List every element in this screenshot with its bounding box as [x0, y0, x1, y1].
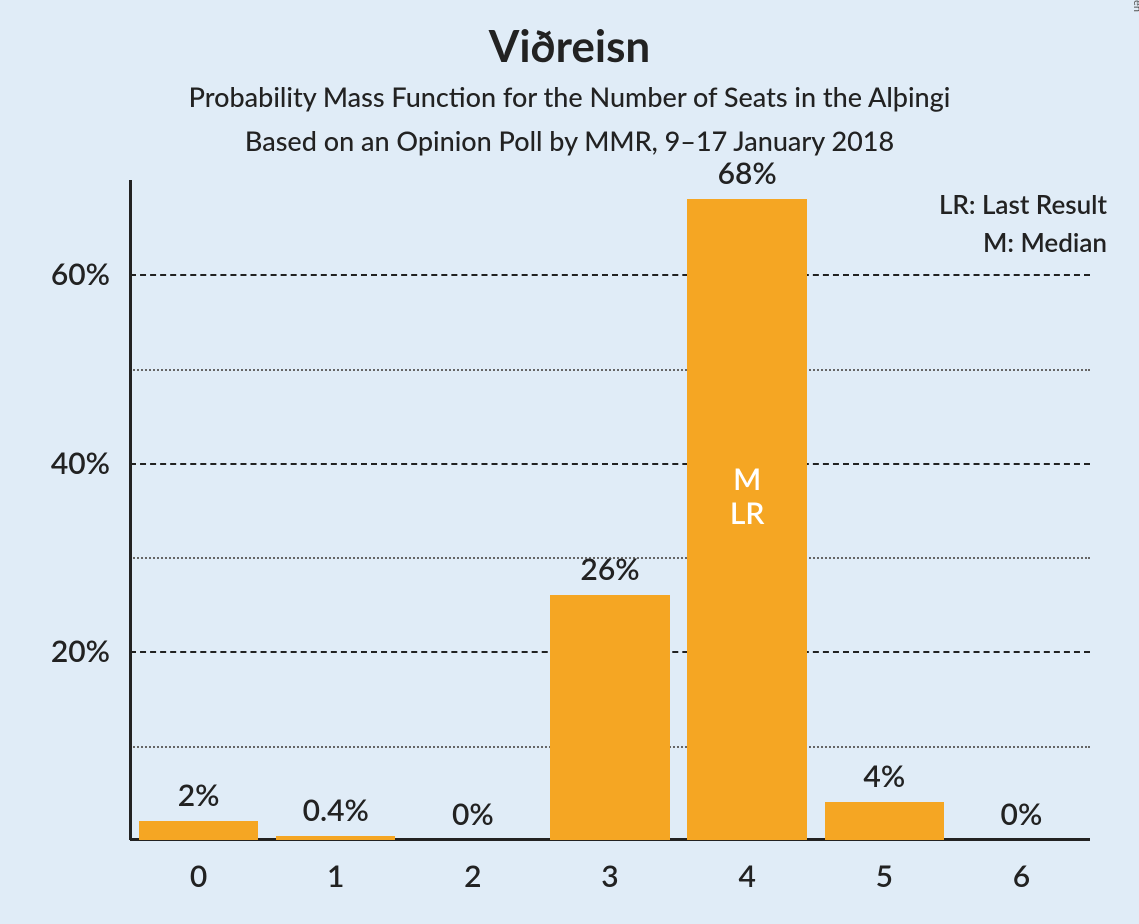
x-tick-label: 3 [601, 858, 618, 894]
bar: 2% [139, 821, 258, 840]
bar: 68%MLR [687, 199, 806, 840]
legend: LR: Last ResultM: Median [939, 186, 1107, 261]
y-axis [129, 180, 132, 840]
legend-line: M: Median [939, 224, 1107, 262]
bar: 0.4% [276, 836, 395, 840]
chart-subtitle-1: Probability Mass Function for the Number… [189, 80, 951, 113]
chart-title: Viðreisn [489, 20, 650, 72]
pmf-chart: Viðreisn Probability Mass Function for t… [0, 0, 1139, 924]
chart-subtitle-2: Based on an Opinion Poll by MMR, 9–17 Ja… [245, 124, 894, 157]
gridline-major [130, 274, 1090, 276]
bar-value-label: 0.4% [303, 792, 369, 828]
x-tick-label: 1 [327, 858, 344, 894]
x-tick-label: 2 [464, 858, 481, 894]
y-tick-label: 60% [51, 256, 110, 292]
bar-value-label: 68% [718, 155, 777, 191]
bar: 26% [550, 595, 669, 840]
legend-line: LR: Last Result [939, 186, 1107, 224]
bar-value-label: 2% [178, 777, 220, 813]
bar-value-label: 26% [580, 551, 639, 587]
x-tick-label: 0 [190, 858, 207, 894]
gridline-minor [130, 369, 1090, 371]
bar-annotation: MLR [730, 462, 765, 531]
x-tick-label: 5 [876, 858, 893, 894]
y-tick-label: 40% [51, 445, 110, 481]
bar-value-label: 4% [863, 758, 905, 794]
gridline-major [130, 463, 1090, 465]
x-tick-label: 4 [738, 858, 755, 894]
bar-value-label: 0% [452, 796, 494, 832]
bar-value-label: 0% [1001, 796, 1043, 832]
plot-area: 20%40%60%2%00.4%10%226%368%MLR44%50%6 [130, 180, 1090, 840]
bar: 4% [825, 802, 944, 840]
y-tick-label: 20% [51, 633, 110, 669]
x-tick-label: 6 [1013, 858, 1030, 894]
copyright-text: © 2018 Filip van Leenen [1131, 0, 1139, 12]
